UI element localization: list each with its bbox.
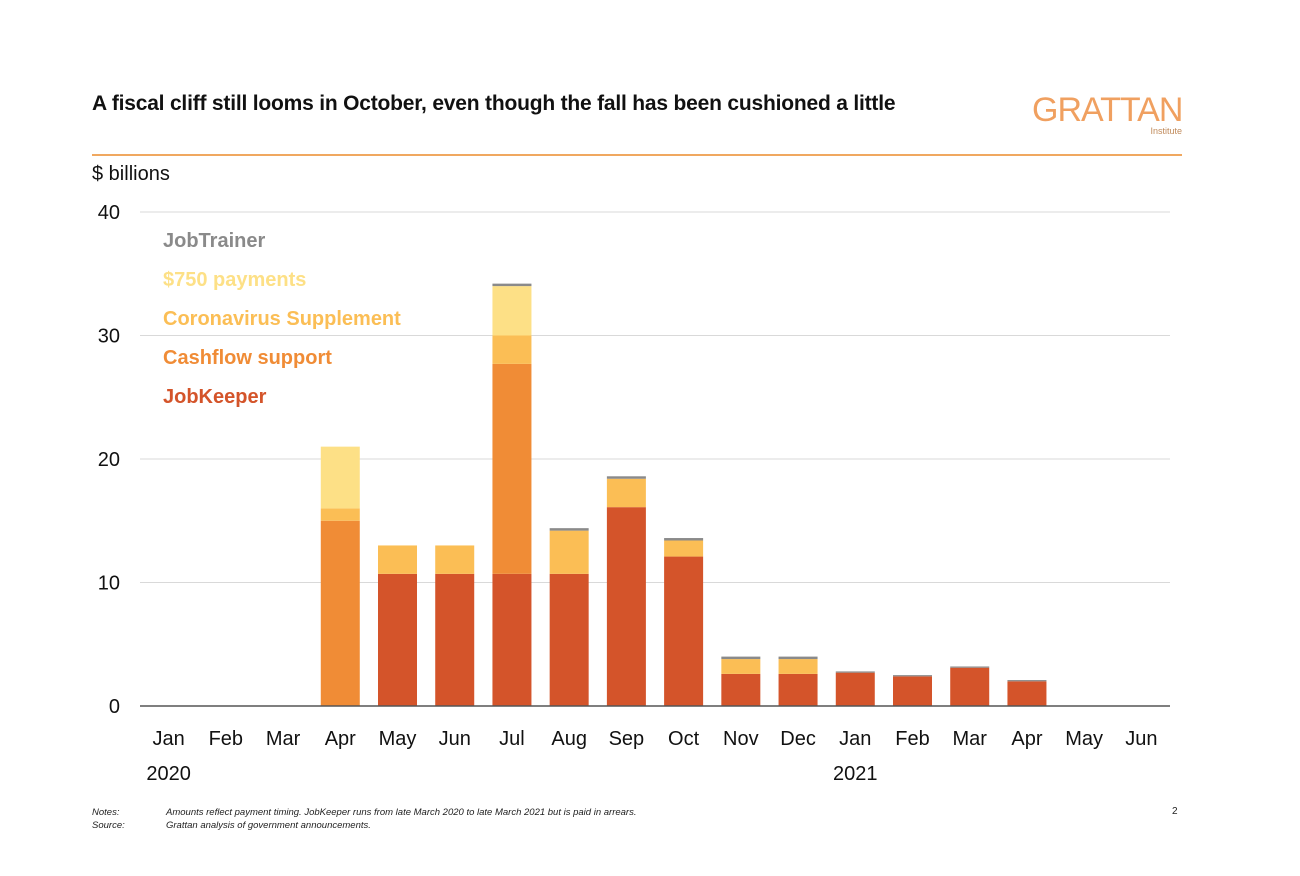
- bar-segment-jobkeeper: [378, 573, 417, 706]
- x-tick-label: Mar: [952, 728, 987, 750]
- bar-segment-jobkeeper: [492, 573, 532, 706]
- legend-entry: JobKeeper: [163, 386, 267, 408]
- bar-segment-cashflow-support: [320, 520, 360, 706]
- bar-segment-jobtrainer: [549, 528, 589, 531]
- title-divider: [92, 154, 1182, 156]
- x-year-label: 2020: [146, 763, 191, 785]
- bar-segment-coronavirus-supplement: [664, 540, 704, 557]
- bar-segment-coronavirus-supplement: [606, 478, 646, 508]
- bar-segment-jobtrainer: [1007, 680, 1047, 682]
- x-tick-label: Feb: [209, 728, 243, 750]
- chart-title: A fiscal cliff still looms in October, e…: [92, 92, 896, 115]
- x-tick-label: Jan: [839, 728, 871, 750]
- bar-segment-jobkeeper: [1007, 681, 1047, 706]
- bar-segment-coronavirus-supplement: [378, 545, 417, 574]
- bar-segment-jobtrainer: [721, 656, 761, 660]
- chart-notes: Notes: Amounts reflect payment timing. Jo…: [92, 806, 636, 832]
- legend-entry: Coronavirus Supplement: [163, 308, 401, 330]
- y-tick-label: 10: [98, 573, 120, 595]
- bar-segment-coronavirus-supplement: [549, 530, 589, 574]
- bar-segment-jobtrainer: [893, 675, 932, 677]
- x-tick-label: Nov: [723, 728, 759, 750]
- bar-segment-750-payments: [492, 286, 532, 336]
- logo-wordmark: GRATTAN: [1032, 91, 1183, 129]
- x-tick-label: Jul: [499, 728, 525, 750]
- notes-label: Notes:: [92, 807, 120, 818]
- x-tick-label: Feb: [895, 728, 929, 750]
- logo-subtitle: Institute: [1150, 126, 1182, 136]
- x-tick-label: Dec: [780, 728, 816, 750]
- y-tick-label: 40: [98, 202, 120, 224]
- bar-segment-coronavirus-supplement: [492, 335, 532, 364]
- legend-entry: JobTrainer: [163, 230, 265, 252]
- y-axis-label: $ billions: [92, 163, 170, 185]
- x-tick-label: Aug: [551, 728, 587, 750]
- source-label: Source:: [92, 820, 125, 831]
- bar-segment-jobkeeper: [606, 507, 646, 706]
- y-tick-label: 30: [98, 326, 120, 348]
- bar-segment-jobkeeper: [664, 556, 704, 706]
- x-tick-label: Apr: [1011, 728, 1042, 750]
- bar-segment-coronavirus-supplement: [435, 545, 475, 574]
- bar-segment-jobkeeper: [721, 673, 761, 706]
- x-tick-label: May: [1065, 728, 1103, 750]
- bar-segment-jobtrainer: [835, 671, 875, 673]
- legend-entry: Cashflow support: [163, 347, 332, 369]
- bar-segment-jobtrainer: [664, 538, 704, 541]
- bar-segment-jobtrainer: [950, 666, 990, 668]
- bar-segment-coronavirus-supplement: [778, 659, 818, 674]
- x-tick-label: Apr: [325, 728, 356, 750]
- y-tick-label: 0: [109, 696, 120, 718]
- y-tick-label: 20: [98, 449, 120, 471]
- bar-segment-jobkeeper: [549, 573, 589, 706]
- x-year-label: 2021: [833, 763, 878, 785]
- x-tick-label: Mar: [266, 728, 301, 750]
- bar-segment-cashflow-support: [492, 363, 532, 574]
- bar-segment-jobtrainer: [492, 283, 532, 287]
- bar-segment-jobkeeper: [893, 676, 932, 706]
- x-tick-label: Sep: [609, 728, 645, 750]
- bar-segment-jobtrainer: [778, 656, 818, 660]
- x-tick-label: Oct: [668, 728, 700, 750]
- bar-segment-coronavirus-supplement: [721, 659, 761, 674]
- notes-line: Notes: Amounts reflect payment timing. Jo…: [92, 806, 636, 819]
- bar-segment-jobkeeper: [835, 672, 875, 706]
- x-tick-label: Jun: [439, 728, 471, 750]
- bar-segment-coronavirus-supplement: [320, 508, 360, 521]
- legend-entry: $750 payments: [163, 269, 306, 291]
- source-line: Source: Grattan analysis of government an…: [92, 819, 636, 832]
- x-tick-label: Jun: [1125, 728, 1157, 750]
- bar-segment-jobkeeper: [950, 667, 990, 706]
- x-tick-label: Jan: [152, 728, 184, 750]
- bar-segment-jobkeeper: [778, 673, 818, 706]
- x-tick-label: May: [379, 728, 417, 750]
- bar-segment-jobkeeper: [435, 573, 475, 706]
- page-number: 2: [1172, 806, 1178, 817]
- source-text: Grattan analysis of government announcem…: [166, 820, 371, 831]
- notes-text: Amounts reflect payment timing. JobKeepe…: [166, 807, 637, 818]
- bar-segment-750-payments: [320, 446, 360, 509]
- bar-segment-jobtrainer: [606, 476, 646, 479]
- grattan-logo: GRATTAN Institute: [1032, 91, 1183, 136]
